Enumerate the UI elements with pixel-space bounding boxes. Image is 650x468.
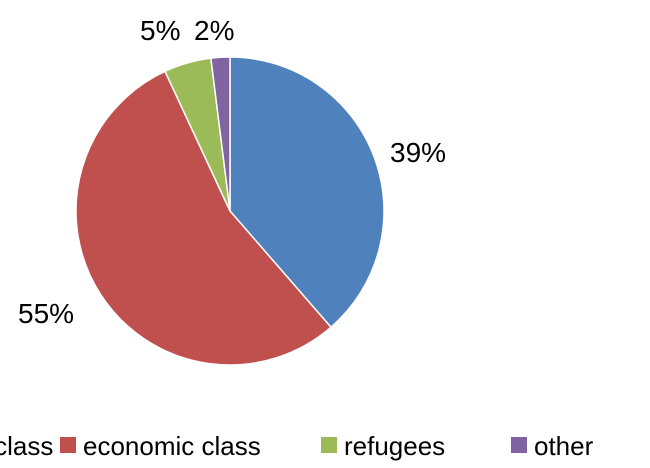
pie-slice-other bbox=[210, 56, 231, 212]
legend-label-refugees: refugees bbox=[344, 431, 445, 461]
pie-slice-economic-class bbox=[75, 70, 333, 366]
legend-swatch-economic-class bbox=[60, 437, 76, 453]
data-label-other: 2% bbox=[194, 15, 234, 46]
data-label-family-class: 39% bbox=[390, 137, 446, 168]
legend-label-economic-class: economic class bbox=[83, 431, 261, 461]
legend-swatch-refugees bbox=[321, 437, 337, 453]
legend-swatch-other bbox=[511, 437, 527, 453]
data-label-economic-class: 55% bbox=[18, 298, 74, 329]
legend: family class economic class refugees other bbox=[0, 431, 594, 461]
legend-label-other: other bbox=[534, 431, 594, 461]
pie-slice-labels: 39% 55% 5% 2% bbox=[18, 15, 446, 329]
pie-slice-family-class bbox=[229, 56, 385, 329]
legend-label-family-class: family class bbox=[0, 431, 53, 461]
data-label-refugees: 5% bbox=[140, 15, 180, 46]
pie-slices bbox=[75, 56, 385, 366]
